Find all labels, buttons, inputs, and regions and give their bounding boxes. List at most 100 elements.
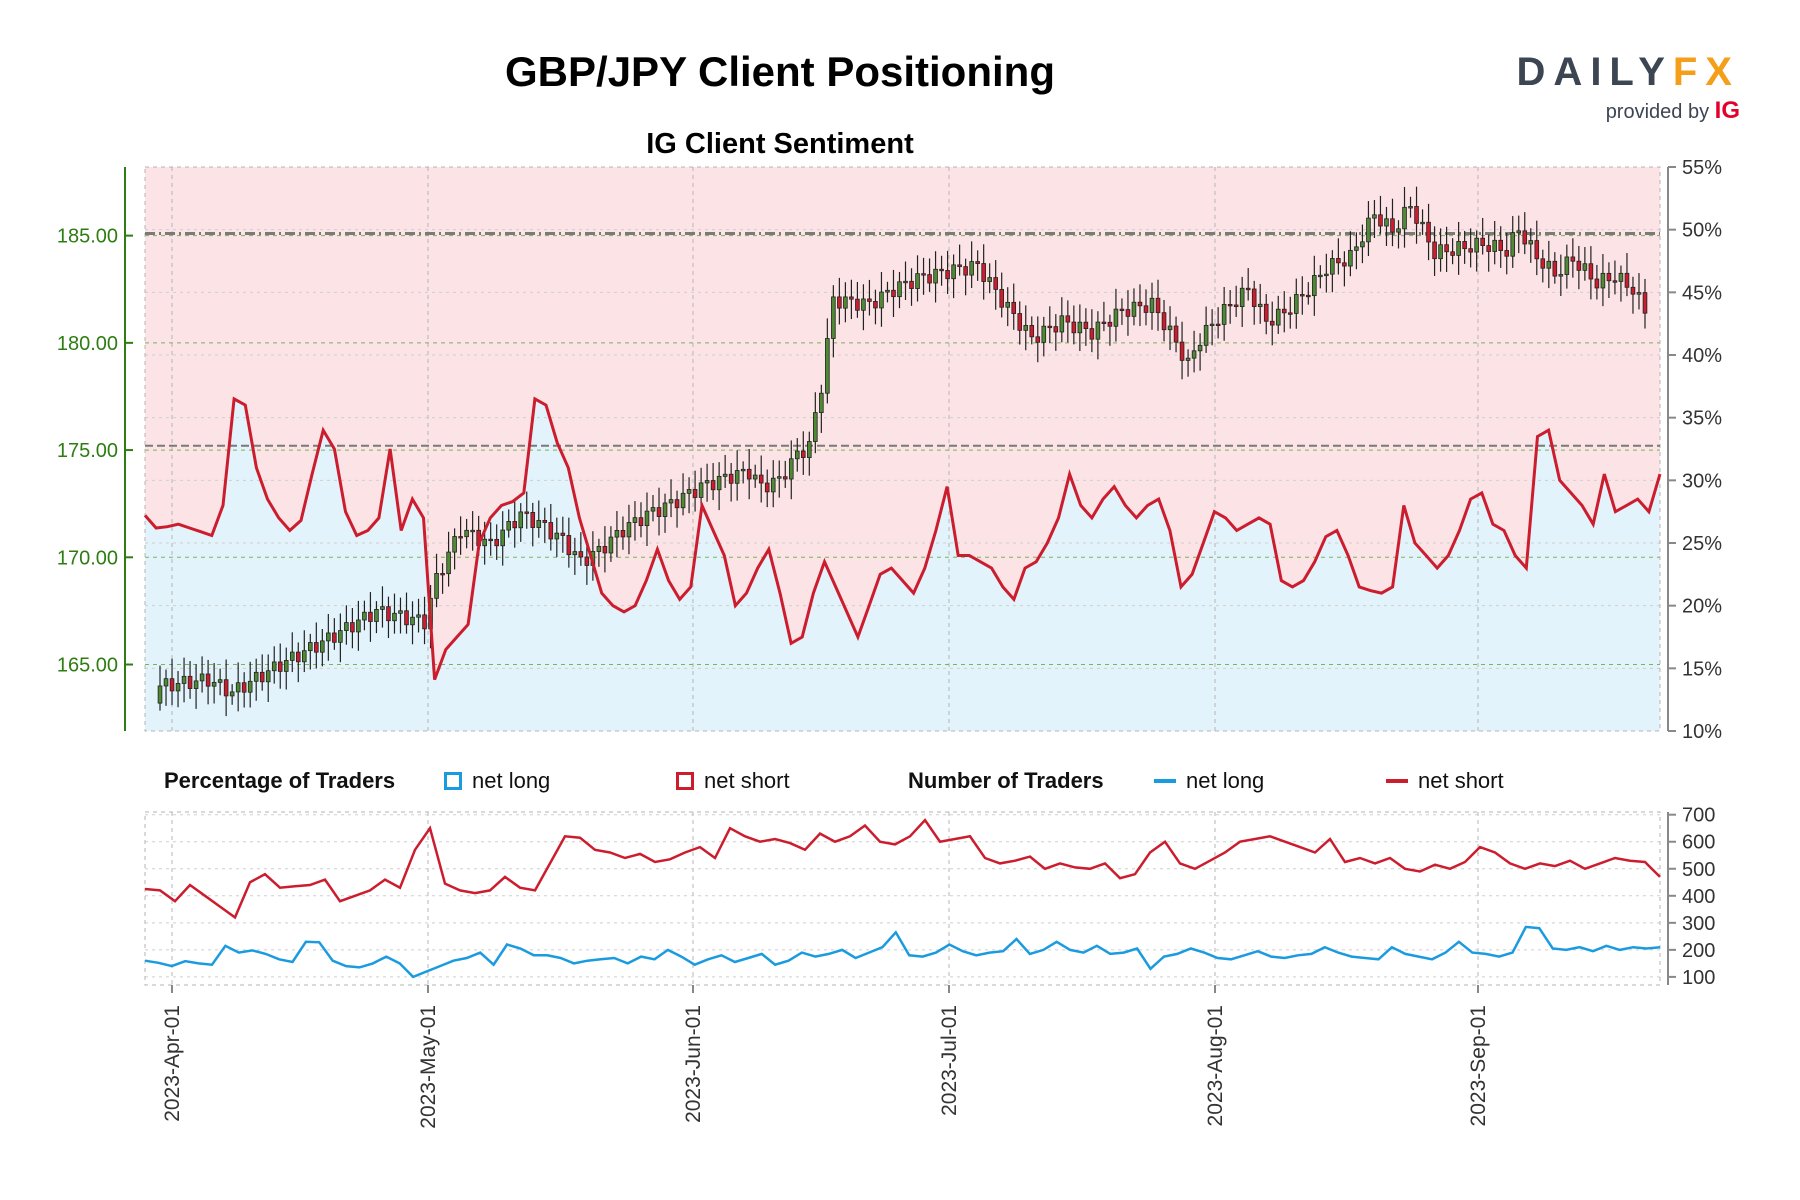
candle-body (849, 296, 854, 300)
candle-body (362, 611, 367, 621)
candle-body (199, 673, 205, 682)
candle-body (1053, 326, 1059, 333)
candle-body (1306, 294, 1311, 298)
candle-body (1336, 258, 1341, 264)
candle-body (740, 468, 746, 472)
candle-body (1017, 313, 1023, 331)
candle-body (1300, 294, 1305, 297)
candle-body (1119, 308, 1125, 312)
candle-body (295, 651, 301, 663)
candle-body (446, 551, 451, 575)
candle-body (1029, 325, 1035, 338)
legend-num-net-long-label: net long (1186, 768, 1265, 793)
candle-body (308, 642, 313, 652)
candle-body (512, 521, 518, 529)
candle-body (229, 691, 235, 697)
candle-body (1342, 262, 1347, 267)
candle-body (867, 298, 872, 302)
candle-body (915, 273, 920, 289)
candle-body (530, 512, 536, 528)
candle-body (770, 477, 776, 493)
candle-body (782, 476, 788, 480)
candle-body (1011, 301, 1017, 314)
candle-body (1498, 239, 1503, 251)
count-tick-label: 500 (1682, 859, 1715, 881)
candle-body (1065, 315, 1071, 323)
candle-body (1570, 256, 1576, 262)
candle-body (1203, 324, 1209, 346)
brand-name: DAILYFX (1517, 50, 1740, 95)
net-short-line-swatch (1386, 779, 1408, 783)
percent-tick-label: 20% (1682, 596, 1722, 618)
candle-body (1287, 312, 1293, 315)
count-tick-label: 400 (1682, 886, 1715, 908)
candle-body (1390, 218, 1395, 233)
candle-body (548, 522, 554, 540)
candle-body (921, 273, 926, 276)
percent-tick-label: 25% (1682, 533, 1722, 555)
legend-pct-net-long: net long (444, 768, 550, 794)
candle-body (662, 502, 668, 517)
percent-tick-label: 10% (1682, 721, 1722, 743)
candle-body (338, 630, 343, 643)
candle-body (259, 671, 265, 683)
candle-body (1131, 301, 1137, 317)
candle-body (452, 536, 457, 553)
brand-name-fx: FX (1672, 50, 1740, 94)
candle-body (1185, 357, 1191, 361)
chart-subtitle: IG Client Sentiment (646, 128, 914, 160)
candle-body (374, 609, 379, 622)
candle-body (1366, 217, 1371, 243)
candle-body (837, 296, 842, 309)
candle-body (710, 480, 716, 491)
candle-body (1396, 228, 1401, 233)
candle-body (993, 277, 998, 290)
candle-body (698, 482, 704, 498)
candle-body (1426, 221, 1431, 243)
candle-body (302, 650, 307, 663)
candle-body (1197, 344, 1203, 352)
candle-body (752, 474, 758, 480)
candle-body (813, 412, 818, 442)
candle-body (644, 510, 650, 527)
candle-body (1257, 303, 1263, 307)
candle-body (692, 489, 698, 498)
candle-body (524, 511, 530, 514)
percent-tick-label: 40% (1682, 345, 1722, 367)
legend-percentage-title: Percentage of Traders (164, 768, 395, 794)
candle-body (1005, 301, 1011, 308)
candle-body (1504, 250, 1510, 257)
dailyfx-logo: DAILYFX provided by IG (1517, 50, 1740, 125)
candle-body (650, 507, 656, 512)
candle-body (957, 264, 962, 268)
candle-body (1510, 232, 1516, 257)
candle-body (1161, 312, 1167, 331)
price-tick-label: 185.00 (57, 226, 118, 248)
candle-body (1540, 258, 1546, 269)
candle-body (602, 545, 608, 554)
candle-body (1035, 336, 1041, 343)
candle-body (560, 532, 566, 536)
candle-body (205, 673, 211, 687)
candle-body (1564, 256, 1570, 275)
candle-body (380, 606, 385, 610)
candle-body (1149, 297, 1155, 313)
candle-body (356, 619, 361, 633)
candle-body (758, 474, 764, 484)
candle-body (1594, 278, 1600, 289)
candle-body (386, 606, 391, 622)
candle-body (632, 517, 638, 523)
legend-percentage-title-text: Percentage of Traders (164, 768, 396, 793)
candle-body (987, 277, 992, 282)
date-tick-label: 2023-Aug-01 (1204, 1005, 1227, 1126)
candle-body (1312, 275, 1317, 297)
candle-body (1378, 214, 1383, 227)
candle-body (344, 622, 349, 631)
candle-body (1173, 325, 1179, 343)
candle-body (704, 480, 710, 484)
candle-body (277, 661, 283, 672)
candle-body (788, 458, 794, 480)
candle-body (1245, 287, 1251, 291)
candle-body (794, 450, 800, 460)
